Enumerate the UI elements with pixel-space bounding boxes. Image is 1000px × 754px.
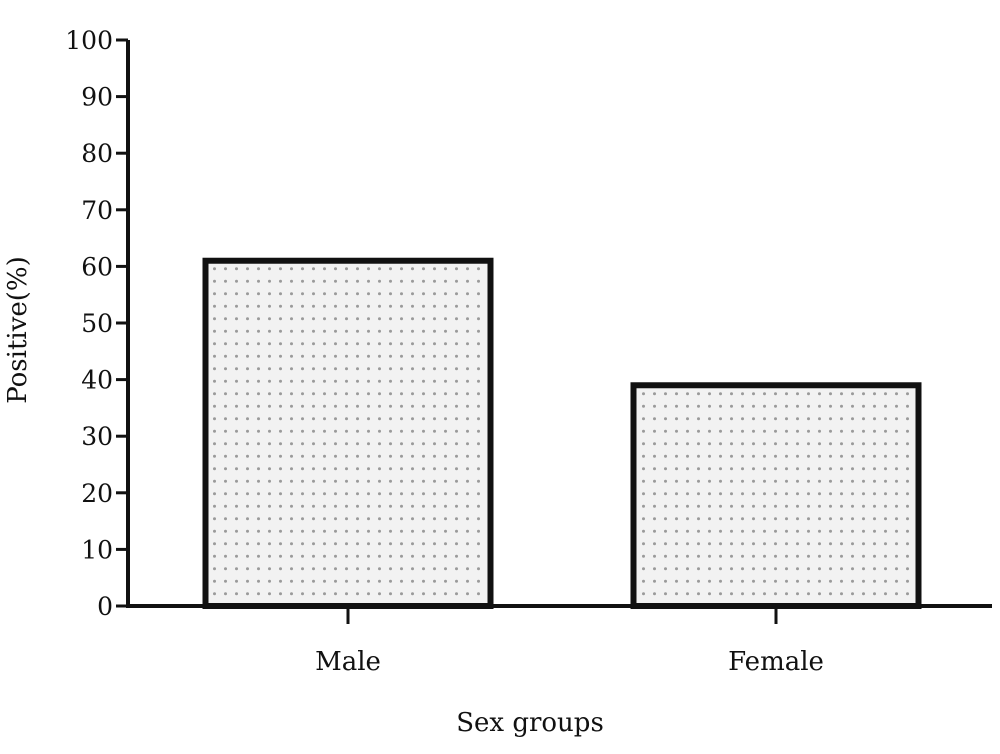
bars [202,257,922,610]
bar-male [202,257,494,609]
x-axis-title: Sex groups [456,708,604,738]
y-tick-label: 50 [81,309,113,338]
x-tick-label-female: Female [728,647,824,677]
y-tick-label: 40 [81,366,113,395]
y-axis-title: Positive(%) [3,256,33,404]
y-tick-label: 70 [81,196,113,225]
bar-female [630,382,922,610]
y-tick-label: 30 [81,422,113,451]
y-tick-label: 20 [81,479,113,508]
y-tick-label: 0 [97,592,113,621]
y-tick-label: 60 [81,252,113,281]
x-tick-label-male: Male [315,647,381,677]
y-axis-ticks: 0 10 20 30 40 50 60 70 80 90 100 [65,26,128,621]
x-axis-ticks: Male Female [315,606,824,677]
y-tick-label: 10 [81,535,113,564]
y-tick-label: 80 [81,139,113,168]
y-tick-label: 100 [65,26,113,55]
y-tick-label: 90 [81,83,113,112]
